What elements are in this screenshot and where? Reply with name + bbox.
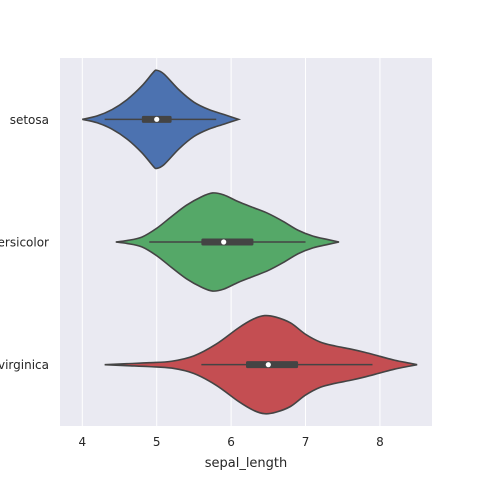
- violin-median-point: [221, 239, 227, 245]
- x-tick-label: 7: [302, 435, 310, 449]
- violin-iqr-box: [246, 361, 299, 369]
- violin-virginica: [104, 314, 418, 415]
- violin-median-point: [154, 116, 160, 122]
- violin-versicolor: [115, 192, 340, 292]
- y-tick-labels: setosa versicolor virginica: [0, 113, 49, 372]
- x-tick-label: 8: [376, 435, 384, 449]
- x-axis-label: sepal_length: [205, 456, 288, 471]
- violin-median-point: [265, 362, 271, 368]
- y-tick-label: versicolor: [0, 236, 49, 250]
- violins: [82, 69, 418, 415]
- violin-setosa: [82, 69, 242, 170]
- y-tick-label: setosa: [10, 113, 49, 127]
- y-tick-label: virginica: [0, 358, 49, 372]
- x-tick-label: 6: [227, 435, 235, 449]
- violin-iqr-box: [201, 238, 254, 246]
- x-tick-label: 4: [78, 435, 86, 449]
- x-tick-labels: 4 5 6 7 8: [78, 435, 383, 449]
- x-tick-label: 5: [153, 435, 161, 449]
